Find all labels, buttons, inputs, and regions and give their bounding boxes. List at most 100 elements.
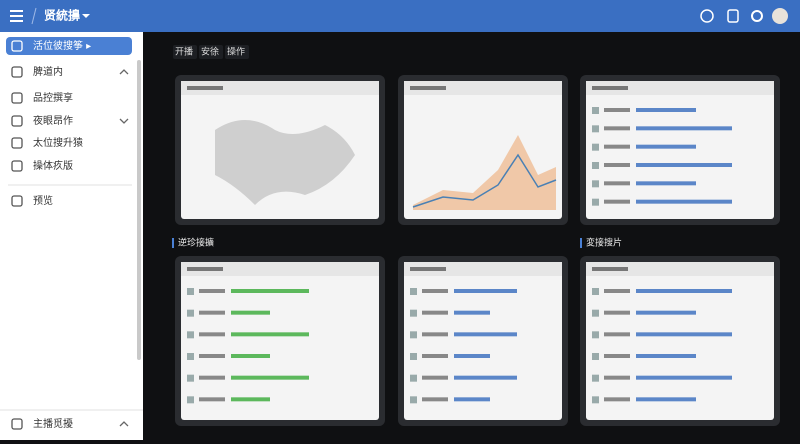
row-icon (592, 162, 599, 169)
section-label: 逆珍接擴 (178, 237, 214, 249)
row-text (422, 354, 448, 358)
row-icon (410, 353, 417, 360)
preview-card[interactable] (398, 75, 568, 225)
row-text (604, 310, 630, 315)
chevron (119, 118, 129, 124)
row-text (604, 199, 630, 204)
row-icon (592, 143, 599, 151)
row-icon (592, 396, 599, 404)
row-text (604, 181, 630, 186)
row-text (199, 375, 225, 380)
search-button[interactable] (700, 9, 714, 23)
tab-bg (225, 45, 249, 59)
row-bar (636, 163, 732, 167)
sidebar-item[interactable]: 品控撰享 (33, 91, 73, 104)
row-icon (187, 288, 194, 295)
row-icon (592, 331, 599, 339)
row-icon (187, 353, 194, 360)
card-header-text (410, 86, 446, 90)
row-text (422, 289, 448, 293)
row-text (422, 375, 448, 380)
card-header-text (410, 267, 446, 271)
item-icon (11, 40, 23, 52)
row-text (422, 332, 448, 337)
menu-button[interactable] (10, 10, 23, 22)
row-bar (231, 375, 309, 380)
section-marker (580, 238, 582, 248)
avatar[interactable] (772, 8, 788, 24)
settings-button[interactable] (751, 10, 763, 22)
row-icon (410, 396, 417, 404)
row-icon (410, 288, 417, 295)
card-header (586, 262, 774, 276)
row-icon (592, 309, 599, 317)
row-bar (636, 397, 696, 402)
row-icon (410, 309, 417, 317)
tab[interactable]: 开播 (175, 46, 193, 58)
card-header (404, 262, 562, 276)
row-bar (636, 310, 696, 315)
card-header-text (187, 86, 223, 90)
preview-card[interactable] (175, 75, 385, 225)
row-bar (454, 354, 490, 358)
chevron (119, 69, 129, 75)
sidebar-item[interactable]: 脾道内 (33, 65, 63, 78)
row-icon (592, 180, 599, 188)
row-bar (231, 310, 270, 315)
row-icon (410, 374, 417, 382)
preview-card[interactable] (175, 256, 385, 426)
sidebar-item[interactable]: 活位彼搜筝 ▸ (33, 39, 91, 52)
row-bar (454, 332, 517, 337)
sidebar (0, 32, 143, 440)
row-text (604, 126, 630, 131)
card-header (181, 262, 379, 276)
row-icon (410, 331, 417, 339)
preview-card[interactable] (580, 75, 780, 225)
tab[interactable]: 安徐 (201, 46, 219, 58)
sidebar-item[interactable]: 预览 (33, 194, 53, 207)
item-icon (11, 92, 23, 104)
sidebar-item[interactable]: 操体疚版 (33, 159, 73, 172)
card-screen (586, 81, 774, 219)
row-icon (187, 374, 194, 382)
chevron (119, 421, 129, 427)
row-icon (592, 198, 599, 206)
row-bar (636, 289, 732, 293)
row-text (604, 163, 630, 167)
card-header (586, 81, 774, 95)
sidebar-item[interactable]: 夜眼昂作 (33, 114, 73, 127)
row-icon (592, 353, 599, 360)
row-text (604, 397, 630, 402)
tab[interactable]: 操作 (227, 46, 245, 58)
sidebar-item[interactable]: 太位搜升猿 (33, 136, 83, 149)
row-bar (636, 126, 732, 131)
line (412, 153, 557, 208)
share-button[interactable] (727, 9, 739, 23)
row-bar (231, 289, 309, 293)
row-bar (454, 310, 490, 315)
area (413, 135, 556, 210)
tab-bg (199, 45, 223, 59)
item-icon (11, 137, 23, 149)
row-bar (636, 199, 732, 204)
card-header-text (187, 267, 223, 271)
row-text (604, 375, 630, 380)
card-header-text (592, 86, 628, 90)
row-icon (187, 396, 194, 404)
preview-card[interactable] (580, 256, 780, 426)
title-dropdown[interactable] (82, 14, 90, 18)
active-item-bg (6, 37, 132, 55)
section-label: 変接搜片 (586, 237, 622, 249)
row-text (199, 310, 225, 315)
row-text (422, 310, 448, 315)
item-icon (11, 66, 23, 78)
row-text (604, 144, 630, 149)
card-screen (181, 262, 379, 420)
row-text (199, 397, 225, 402)
row-bar (636, 108, 696, 112)
row-text (604, 289, 630, 293)
row-icon (187, 309, 194, 317)
preview-card[interactable] (398, 256, 568, 426)
sidebar-footer[interactable]: 主播觅擾 (33, 417, 73, 430)
row-icon (592, 374, 599, 382)
